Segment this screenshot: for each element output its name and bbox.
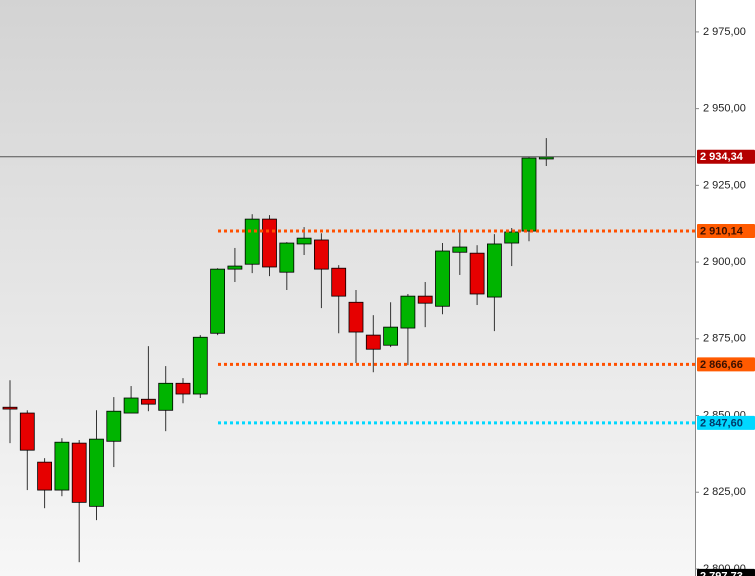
- candle-body: [400, 295, 416, 329]
- level-badge: [697, 149, 755, 164]
- candle-body: [210, 268, 226, 334]
- level-badge: [697, 568, 755, 576]
- candle-body: [469, 252, 485, 295]
- candle-body: [262, 218, 277, 268]
- candle-body: [331, 267, 347, 297]
- candle-body: [365, 334, 381, 350]
- candle-body: [435, 250, 450, 307]
- candle-body: [538, 156, 554, 160]
- candle-body: [37, 461, 52, 491]
- candle-body: [123, 397, 139, 414]
- candle-body: [417, 295, 433, 304]
- candle-body: [452, 246, 468, 253]
- y-tick-label: 2 975,00: [703, 26, 746, 38]
- y-tick-label: 2 900,00: [703, 256, 746, 268]
- candle-body: [383, 326, 399, 346]
- y-tick-label: 2 950,00: [703, 103, 746, 115]
- level-label: 2 910,14: [700, 225, 744, 237]
- candle-body: [227, 265, 243, 270]
- level-label: 2 847,60: [700, 417, 743, 429]
- candle-body: [175, 382, 191, 395]
- candle-body: [19, 412, 35, 451]
- candle-body: [521, 157, 537, 232]
- candle-body: [89, 438, 104, 507]
- candle-body: [71, 442, 87, 503]
- axis-background: [695, 0, 755, 576]
- candle-body: [296, 237, 312, 245]
- candle-body: [158, 382, 174, 411]
- y-tick-label: 2 825,00: [703, 486, 746, 498]
- y-tick-label: 2 925,00: [703, 179, 746, 191]
- candle-body: [140, 398, 156, 405]
- level-label: 2 934,34: [700, 151, 744, 163]
- candle-body: [504, 231, 520, 244]
- level-badge: [697, 357, 755, 372]
- candle-body: [244, 218, 260, 265]
- level-badge: [697, 415, 755, 430]
- level-label: 2 797,73: [700, 570, 743, 576]
- candle-body: [313, 239, 329, 270]
- candle-body: [2, 406, 18, 410]
- candle-body: [54, 441, 70, 491]
- candle-body: [486, 243, 502, 298]
- candle-body: [192, 336, 208, 395]
- plot-background: [0, 0, 695, 576]
- candle-body: [279, 242, 295, 273]
- level-label: 2 866,66: [700, 359, 743, 371]
- level-badge: [697, 223, 755, 238]
- candle-body: [348, 301, 364, 333]
- y-tick-label: 2 875,00: [703, 333, 746, 345]
- candle-body: [106, 410, 122, 442]
